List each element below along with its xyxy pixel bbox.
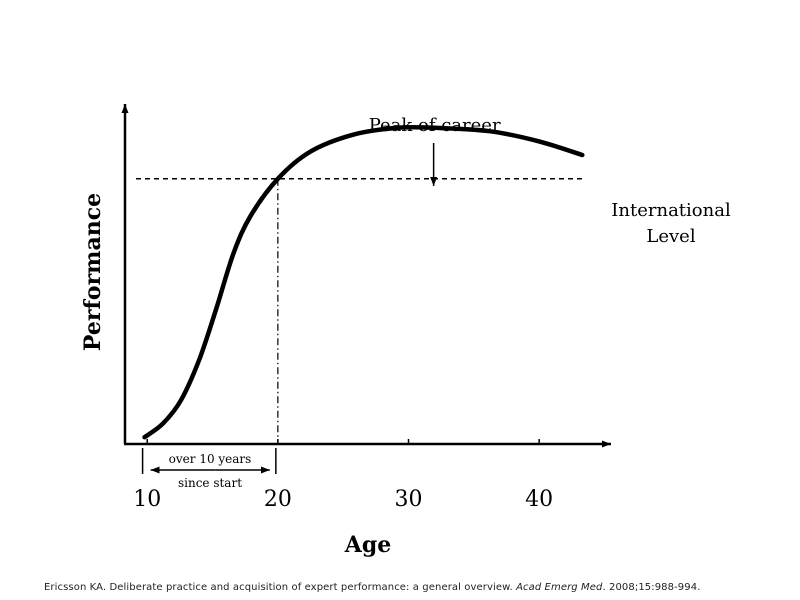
span-label-bottom: since start bbox=[178, 476, 242, 490]
span-label-top: over 10 years bbox=[169, 452, 252, 466]
citation-details: . 2008;15:988-994. bbox=[602, 582, 701, 593]
citation-journal: Acad Emerg Med bbox=[516, 582, 603, 593]
international-level-label-line2: Level bbox=[646, 226, 695, 247]
international-level-label-line1: International bbox=[611, 200, 731, 221]
performance-curve bbox=[142, 124, 585, 440]
x-tick-label-30: 30 bbox=[395, 487, 423, 512]
y-axis-title: Performance bbox=[80, 193, 106, 351]
x-tick-label-40: 40 bbox=[525, 487, 553, 512]
x-tick-label-10: 10 bbox=[133, 487, 161, 512]
x-axis-title: Age bbox=[344, 532, 391, 558]
citation-footer: Ericsson KA. Deliberate practice and acq… bbox=[44, 582, 700, 593]
citation-text: Ericsson KA. Deliberate practice and acq… bbox=[44, 582, 517, 593]
x-ticks: 10 20 30 40 bbox=[133, 439, 553, 512]
x-tick-label-20: 20 bbox=[264, 487, 292, 512]
peak-of-career-label: Peak of career bbox=[369, 115, 501, 136]
